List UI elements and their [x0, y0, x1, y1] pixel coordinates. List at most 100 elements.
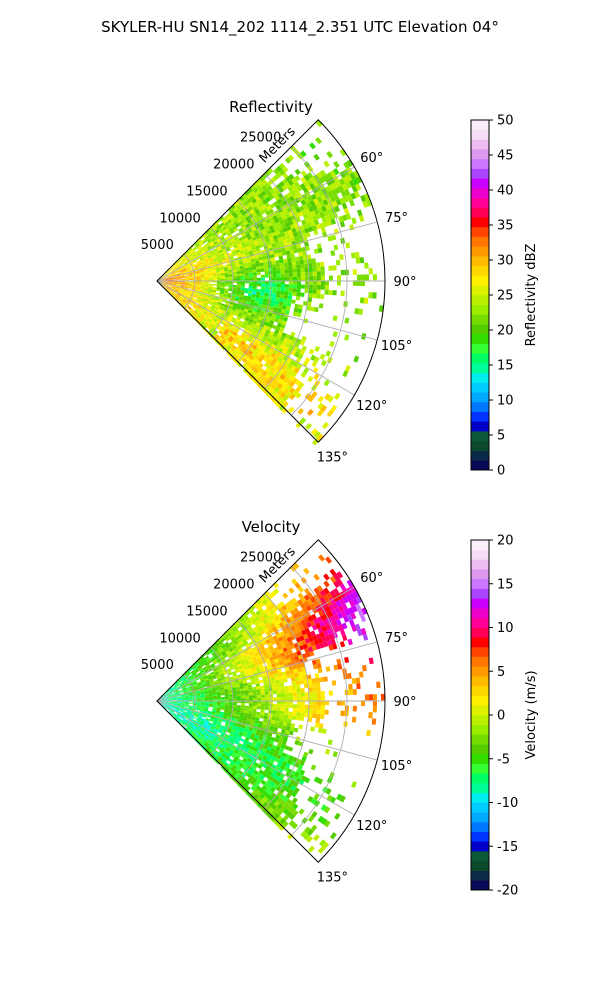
radar-bin [307, 226, 314, 233]
radar-bin [212, 757, 217, 762]
radar-bin [185, 294, 190, 298]
radar-bin [200, 284, 205, 287]
radar-bin [273, 168, 280, 175]
radar-bin [238, 656, 244, 661]
radar-bin [364, 262, 369, 269]
radar-bin [202, 239, 208, 244]
radar-bin [275, 183, 282, 190]
radar-bin [318, 554, 326, 562]
radar-bin [205, 230, 210, 235]
radar-bin [260, 703, 265, 707]
radar-bin [172, 694, 177, 697]
radar-bin [263, 613, 269, 620]
radar-bin [278, 601, 285, 608]
radar-bin [220, 282, 225, 285]
radar-bin [282, 370, 289, 377]
radar-bin [323, 573, 330, 581]
radar-bin [202, 739, 207, 744]
radar-bin [242, 322, 248, 327]
radar-bin [236, 736, 242, 741]
radar-bin [333, 588, 340, 596]
radar-bin [199, 268, 204, 272]
radar-bin [202, 659, 208, 664]
radar-bin [277, 330, 283, 336]
radar-bin [257, 764, 263, 770]
radar-bin [227, 292, 232, 296]
radar-bin [220, 345, 226, 351]
radar-bin [231, 737, 237, 741]
radar-bin [319, 620, 325, 628]
radar-bin [290, 785, 297, 792]
radar-bin [247, 626, 253, 632]
radar-bin [316, 280, 321, 286]
radar-bin [300, 150, 307, 158]
radar-bin [283, 346, 289, 352]
radar-bin [252, 740, 257, 745]
radar-bin [326, 151, 334, 159]
colorbar-tick-label: 10 [497, 394, 514, 409]
radar-bin [208, 256, 213, 260]
radar-bin [164, 703, 169, 705]
radar-bin [243, 265, 249, 269]
radar-bin [220, 313, 225, 318]
radar-bin [267, 790, 274, 796]
radar-bin [197, 297, 202, 301]
radar-bin [236, 211, 242, 217]
radar-bin [248, 620, 254, 627]
radar-bin [270, 719, 276, 724]
radar-bin [240, 710, 245, 713]
radar-bin [207, 647, 213, 652]
radar-bin [167, 694, 172, 697]
radar-bin [263, 223, 269, 229]
radar-bin [275, 221, 282, 227]
radar-bin [230, 739, 236, 744]
radar-bin [284, 632, 291, 639]
radar-bin [163, 693, 167, 697]
radar-bin [204, 706, 209, 709]
radar-bin [175, 715, 180, 719]
radar-bin [200, 288, 205, 291]
radar-bin [327, 610, 334, 618]
radar-bin [204, 707, 209, 710]
radar-bin [224, 221, 229, 227]
radar-bin [294, 303, 300, 309]
radar-bin [280, 284, 285, 288]
radar-bin [216, 287, 221, 290]
radar-bin [172, 285, 177, 288]
radar-bin [216, 225, 222, 230]
radar-bin [220, 675, 225, 679]
radar-bin [188, 698, 193, 700]
radar-bin [284, 608, 290, 615]
radar-bin [259, 368, 265, 374]
radar-bin [208, 283, 213, 286]
radar-bin [315, 718, 321, 724]
radar-bin [160, 276, 164, 279]
radar-bin [259, 733, 264, 738]
radar-bin [231, 211, 237, 217]
radar-bin [223, 686, 228, 690]
radar-bin [313, 793, 320, 801]
radar-bin [233, 675, 238, 679]
radar-bin [185, 249, 189, 254]
radar-bin [199, 729, 204, 734]
colorbar-swatch [471, 880, 489, 891]
radar-bin [253, 659, 258, 664]
radar-bin [259, 354, 266, 360]
radar-bin [262, 370, 268, 377]
radar-bin [168, 705, 172, 708]
radar-bin [233, 213, 239, 219]
radar-bin [292, 361, 299, 368]
radar-bin [310, 613, 317, 621]
radar-bin [170, 269, 174, 273]
radar-bin [182, 679, 187, 683]
radar-bin [231, 309, 236, 313]
radar-bin [260, 283, 265, 287]
radar-bin [248, 689, 253, 693]
radar-bin [354, 308, 360, 315]
radar-bin [284, 284, 289, 288]
radar-bin [316, 243, 322, 249]
radar-bin [207, 686, 212, 690]
radar-bin [208, 676, 213, 680]
radar-bin [320, 818, 328, 826]
radar-bin [310, 220, 316, 227]
